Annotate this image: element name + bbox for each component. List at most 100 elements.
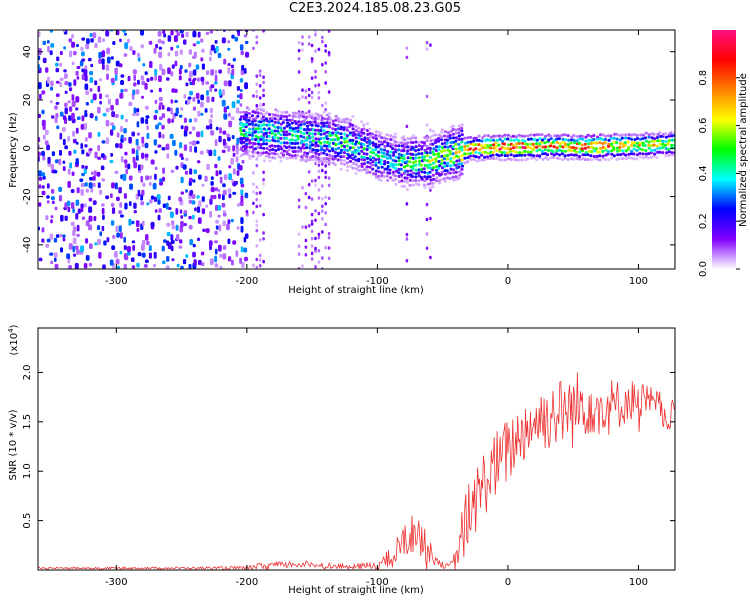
spectrogram-cell: [368, 146, 372, 150]
spectrogram-cell: [647, 152, 651, 156]
spectrogram-cell: [251, 150, 255, 154]
spectrogram-cell: [67, 100, 71, 104]
spectrogram-cell: [221, 99, 226, 107]
spectrogram-cell: [434, 145, 439, 149]
spectrogram-cell: [55, 27, 58, 31]
spectrogram-cell: [569, 149, 573, 153]
spectrogram-cell: [411, 171, 416, 175]
spectrogram-cell: [313, 132, 317, 136]
spectrogram-cell: [41, 227, 45, 233]
spectrogram-cell: [551, 150, 555, 154]
spectrogram-cell: [254, 127, 258, 131]
spectrogram-cell: [141, 143, 145, 148]
spectrogram-cell: [162, 176, 165, 182]
spectrogram-cell: [228, 173, 232, 181]
spectrogram-cell: [388, 168, 392, 172]
spectrogram-cell: [471, 143, 475, 147]
spectrogram-cell: [500, 153, 504, 157]
spectrogram-cell: [264, 142, 269, 146]
spectrogram-cell: [218, 224, 222, 232]
spectrogram-cell: [56, 125, 60, 130]
spectrogram-cell: [417, 152, 421, 156]
spectrogram-cell: [273, 133, 277, 137]
spectrogram-cell: [262, 231, 265, 235]
spectrogram-cell: [339, 125, 343, 129]
spectrogram-cell: [405, 152, 409, 156]
spectrogram-cell: [49, 233, 54, 240]
spectrogram-cell: [264, 117, 268, 121]
spectrogram-cell: [227, 136, 231, 142]
spectrogram-cell: [393, 178, 398, 181]
spectrogram-cell: [222, 183, 226, 188]
spectrogram-cell: [105, 30, 110, 37]
spectrogram-cell: [59, 82, 63, 88]
spectrogram-cell: [42, 57, 47, 64]
spectrogram-cell: [324, 70, 327, 74]
spectrogram-cell: [305, 155, 309, 158]
spectrogram-cell: [76, 187, 80, 194]
spectrogram-cell: [188, 131, 192, 135]
spectrogram-cell: [414, 156, 418, 160]
spectrogram-cell: [603, 146, 607, 150]
spectrogram-cell: [81, 73, 86, 80]
spectrogram-cell: [163, 33, 167, 38]
spectrogram-cell: [661, 146, 665, 149]
spectrogram-cell: [131, 265, 136, 269]
spectrogram-cell: [325, 134, 329, 138]
spectrogram-cell: [178, 75, 182, 81]
spectrogram-cell: [49, 86, 54, 91]
spectrogram-cell: [183, 223, 187, 227]
spectrogram-cell: [137, 57, 141, 62]
spectrogram-cell: [629, 156, 634, 160]
spectrogram-cell: [253, 111, 257, 114]
spectrogram-cell: [297, 97, 301, 101]
spectrogram-cell: [99, 93, 102, 100]
spectrogram-cell: [244, 123, 249, 126]
spectrogram-cell: [137, 24, 141, 28]
spectrogram-cell: [110, 122, 115, 126]
spectrogram-cell: [180, 176, 184, 184]
spectrogram-cell: [140, 30, 144, 36]
spectrogram-cell: [62, 160, 66, 164]
spectrogram-cell: [144, 71, 148, 75]
spectrogram-cell: [445, 169, 449, 173]
spectrogram-cell: [399, 163, 403, 167]
spectrogram-cell: [566, 158, 570, 161]
spectrogram-cell: [158, 75, 162, 82]
spectrogram-cell: [632, 132, 636, 136]
spectrogram-cell: [44, 140, 49, 146]
spectrogram-cell: [155, 43, 159, 49]
spectrogram-cell: [515, 154, 519, 158]
spectrogram-cell: [276, 109, 280, 113]
spectrogram-cell: [50, 80, 54, 87]
spectrogram-cell: [327, 246, 331, 250]
spectrogram-cell: [251, 122, 255, 126]
spectrogram-cell: [339, 141, 343, 145]
spectrogram-cell: [132, 69, 137, 75]
spectrogram-cell: [258, 84, 262, 88]
spectrogram-cell: [123, 137, 127, 142]
spectrogram-cell: [393, 135, 397, 139]
spectrogram-cell: [647, 133, 651, 137]
spectrogram-y-tick-label: 40: [22, 45, 33, 58]
spectrogram-cell: [448, 134, 452, 137]
spectrogram-cell: [299, 147, 303, 151]
spectrogram-cell: [97, 182, 101, 188]
spectrogram-cell: [454, 151, 458, 155]
figure-title: C2E3.2024.185.08.23.G05: [288, 1, 462, 16]
spectrogram-cell: [495, 156, 499, 160]
spectrogram-cell: [53, 237, 58, 243]
spectrogram-cell: [132, 112, 136, 117]
spectrogram-cell: [47, 76, 50, 84]
spectrogram-cell: [193, 117, 198, 123]
spectrogram-cell: [221, 149, 226, 153]
spectrogram-cell: [370, 163, 375, 167]
spectrogram-cell: [255, 104, 259, 108]
spectrogram-cell: [151, 24, 155, 30]
spectrogram-cell: [452, 161, 456, 164]
spectrogram-cell: [460, 140, 464, 144]
spectrogram-cell: [322, 129, 326, 132]
spectrogram-cell: [55, 234, 60, 238]
spectrogram-cell: [97, 238, 101, 246]
spectrogram-cell: [382, 170, 386, 174]
